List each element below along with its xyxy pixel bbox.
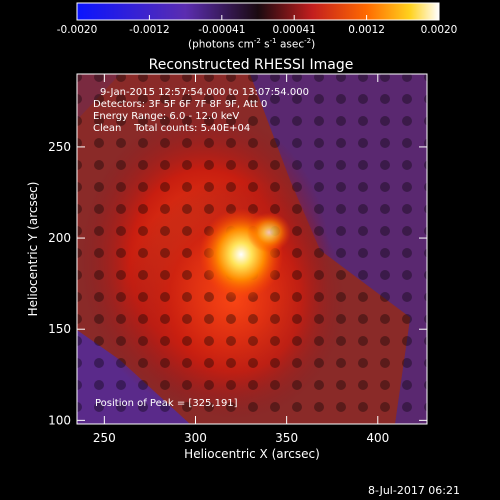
heatmap-image	[77, 74, 427, 424]
time-range-text: 9-Jan-2015 12:57:54.000 to 13:07:54.000	[100, 87, 309, 98]
x-tick-label: 250	[93, 431, 116, 445]
y-tick-label: 200	[48, 231, 71, 245]
colorbar-tick-label: -0.0020	[57, 24, 98, 36]
colorbar-gradient	[76, 2, 440, 21]
x-tick-label: 400	[366, 431, 389, 445]
x-axis-ticks: 250 300 350 400	[93, 74, 389, 445]
colorbar-tick-label: 0.0012	[348, 24, 385, 36]
colorbar-tick-label: 0.0020	[421, 24, 458, 36]
energy-range-text: Energy Range: 6.0 - 12.0 keV	[93, 111, 240, 122]
footer-timestamp: 8-Jul-2017 06:21	[368, 484, 461, 497]
clean-counts-text: Clean Total counts: 5.40E+04	[93, 123, 251, 134]
secondary-glow	[247, 212, 292, 253]
peak-hotspot	[199, 208, 292, 301]
y-axis-ticks: 100 150 200 250	[48, 140, 427, 427]
colorbar-tick-label: -0.00041	[198, 24, 245, 36]
detectors-text: Detectors: 3F 5F 6F 7F 8F 9F, Att 0	[93, 99, 268, 110]
x-tick-label: 300	[184, 431, 207, 445]
colorbar-tick-label: 0.00041	[272, 24, 315, 36]
x-axis-label: Heliocentric X (arcsec)	[184, 447, 320, 461]
x-tick-label: 350	[275, 431, 298, 445]
y-tick-label: 250	[48, 140, 71, 154]
colorbar-units: (photons cm-2 s-1 asec-2)	[188, 37, 316, 51]
peak-position-text: Position of Peak = [325,191]	[95, 398, 238, 409]
colorbar-tick-label: -0.0012	[129, 24, 170, 36]
y-tick-label: 150	[48, 322, 71, 336]
colorbar: -0.0020 -0.0012 -0.00041 0.00041 0.0012 0.002…	[57, 2, 458, 36]
y-axis-label: Heliocentric Y (arcsec)	[26, 182, 40, 317]
y-tick-label: 100	[48, 413, 71, 427]
plot-frame	[76, 73, 428, 425]
chart-title: Reconstructed RHESSI Image	[149, 57, 354, 73]
colorbar-ticks: -0.0020 -0.0012 -0.00041 0.00041 0.0012 0.002…	[57, 15, 458, 36]
